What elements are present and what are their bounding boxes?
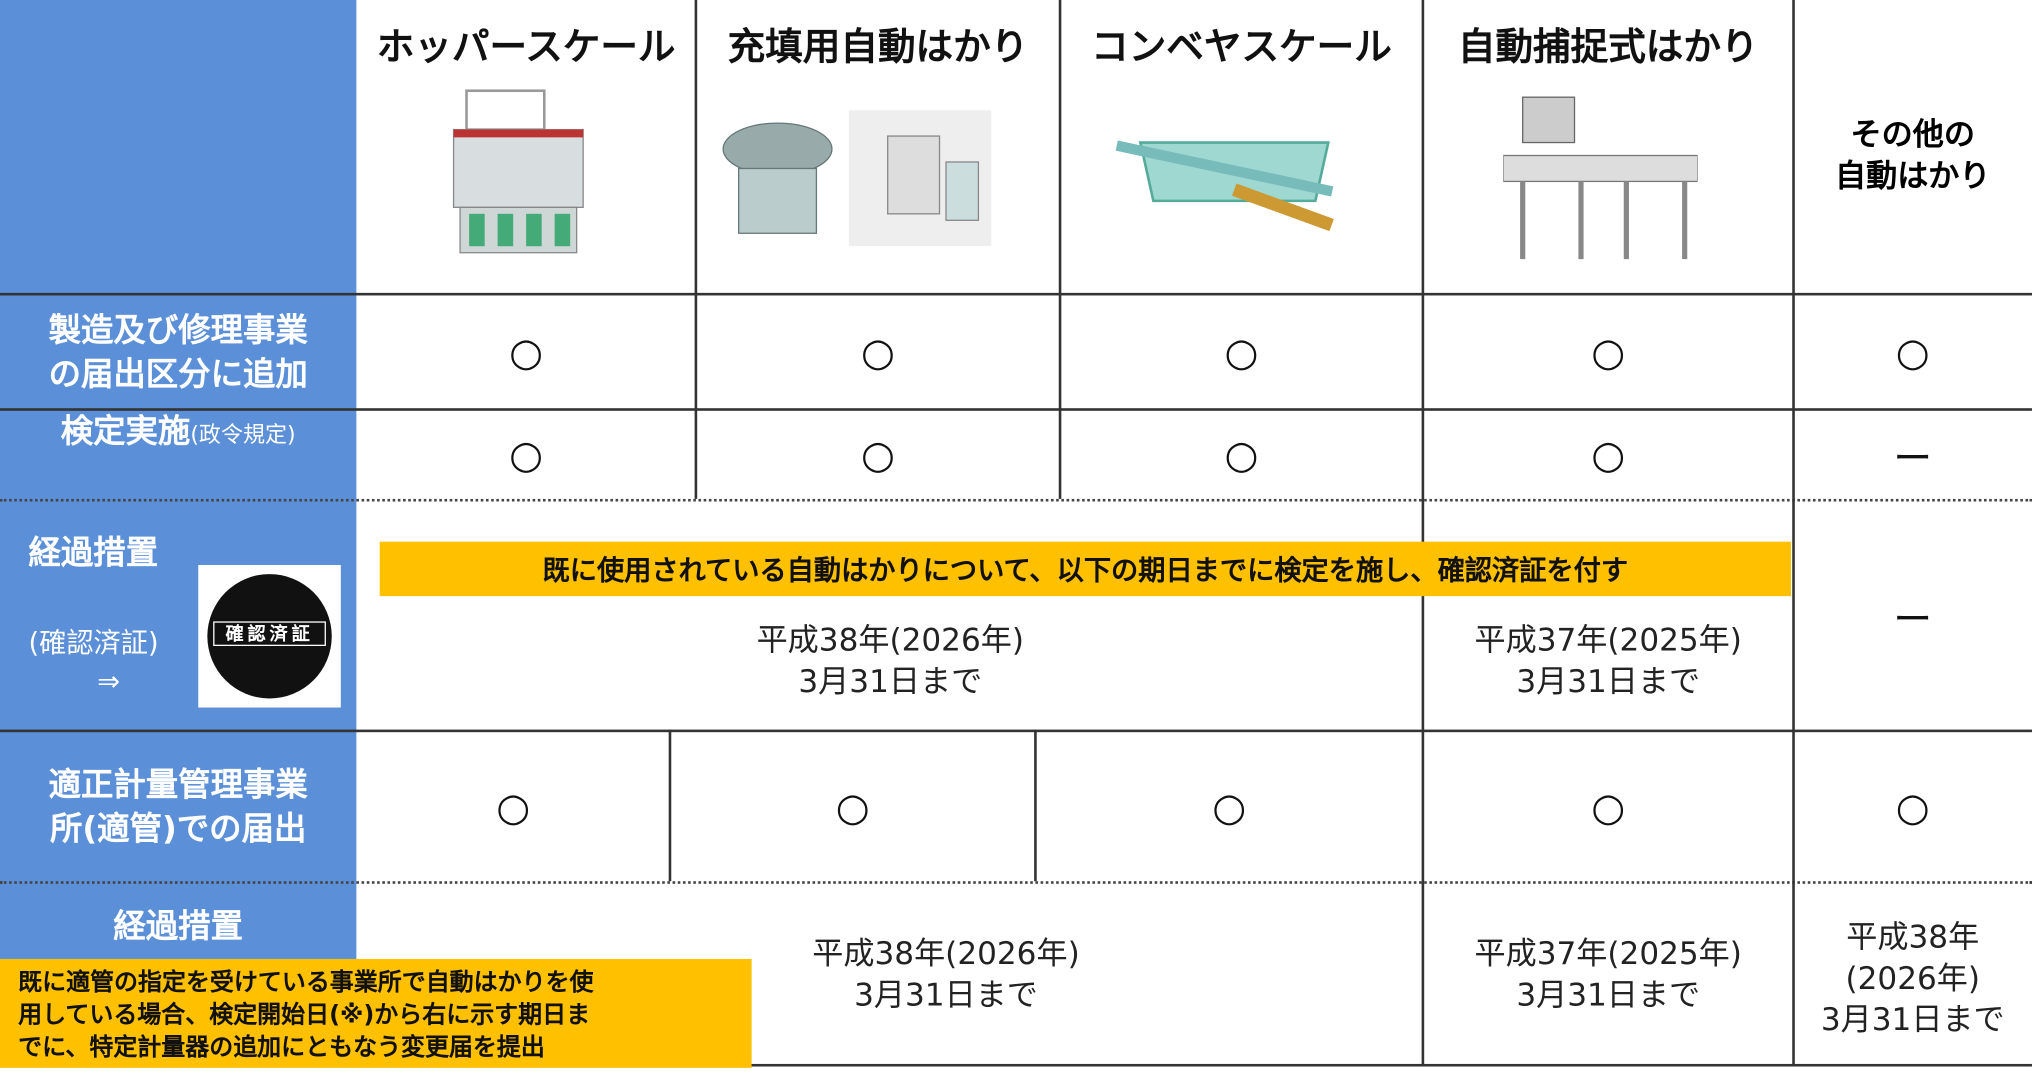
certificate-text: 確認済証 [225,624,314,646]
label-text: 所(適管)での届出 [49,809,307,848]
column-header: ホッパースケール [356,16,696,73]
date-text: 3月31日まで [798,663,983,700]
product-image [1503,96,1698,260]
date-text: 3月31日まで [854,977,1038,1014]
date-cell: 平成38年 (2026年) 3月31日まで [1794,907,2032,1050]
label-text: の届出区分に追加 [48,355,308,393]
label-text: 製造及び修理事業 [48,311,308,349]
cell-symbol: ○ [496,784,531,831]
note-text: 用している場合、検定開始日(※)から右に示す期日ま [18,1001,591,1029]
date-text: 3月31日まで [1516,663,1701,700]
cell-symbol: ○ [1212,784,1247,831]
product-image [1115,140,1334,232]
row-label: 適正計量管理事業 所(適管)での届出 [0,732,356,882]
row-label: 経過措置 [28,533,159,572]
cell-symbol: ○ [1895,329,1930,376]
dotted-line [0,881,2032,884]
row-line [0,408,2032,411]
col-line [694,0,698,499]
date-cell: 平成38年(2026年) 3月31日まで [696,609,1085,713]
cell-symbol: ○ [1591,329,1626,376]
cell-symbol: ○ [1895,784,1930,831]
cell-symbol: ○ [861,432,895,478]
column-header: その他の 自動はかり [1794,104,2032,208]
column-header: コンベヤスケール [1060,16,1423,73]
label-note: (確認済証) [28,627,159,659]
col-line [668,729,672,882]
row-line [0,729,2032,733]
date-text: 平成38年 [1846,918,1980,956]
dotted-line [0,498,2032,502]
date-cell: 平成37年(2025年) 3月31日まで [1423,609,1794,713]
date-cell: 平成37年(2025年) 3月31日まで [1423,923,1794,1027]
col-line [1058,0,1062,499]
cell-symbol: ー [1893,436,1933,483]
date-cell: 平成38年(2026年) 3月31日まで [752,923,1141,1027]
column-header: 充填用自動はかり [696,16,1060,73]
note-text: でに、特定計量器の追加にともなう変更届を提出 [18,1034,545,1062]
cell-symbol: ○ [1591,432,1626,478]
date-text: (2026年) [1845,960,1981,997]
column-header: 自動捕捉式はかり [1423,16,1794,73]
date-text: 平成37年(2025年) [1474,622,1742,659]
col-line [1792,0,1795,1066]
cell-symbol: ○ [1224,432,1259,478]
label-text: 適正計量管理事業 [48,765,308,804]
header-text: その他の [1850,116,1975,153]
certificate-image: 確認済証 [198,565,341,708]
cell-symbol: ○ [509,432,544,478]
date-text: 平成38年(2026年) [756,622,1024,659]
cell-symbol: ○ [1591,784,1626,831]
date-text: 平成38年(2026年) [812,935,1080,972]
cell-symbol: ○ [835,784,870,831]
certificate-seal [207,574,332,699]
date-text: 3月31日まで [1516,977,1701,1014]
date-text: 平成37年(2025年) [1474,935,1742,972]
banner: 既に使用されている自動はかりについて、以下の期日までに検定を施し、確認済証を付す [379,541,1791,597]
header-text: コンベヤスケール [1091,24,1392,69]
cell-symbol: ○ [1224,329,1259,376]
header-text: ホッパースケール [376,24,676,69]
row-line [356,1063,2032,1067]
row-label: 経過措置 [113,907,243,945]
product-image [722,110,992,247]
product-image [452,89,584,254]
header-text: 自動捕捉式はかり [1457,24,1759,69]
row-line [0,292,2032,296]
label-text: 検定実施 [60,412,191,450]
note-text: 既に適管の指定を受けている事業所で自動はかりを使 [18,969,594,997]
header-text: 自動はかり [1834,158,1991,195]
cell-symbol: ○ [861,329,895,376]
label-note: (政令規定) [190,422,296,449]
col-line [1421,0,1425,1066]
row-label: 製造及び修理事業 の届出区分に追加 [0,295,356,409]
note-box: 既に適管の指定を受けている事業所で自動はかりを使 用している場合、検定開始日(※… [0,958,752,1068]
col-line [1034,729,1037,882]
cell-symbol: ー [1893,597,1933,643]
date-text: 3月31日まで [1820,1001,2005,1039]
row-label: 検定実施 (政令規定) [0,410,356,501]
cell-symbol: ○ [509,329,544,376]
header-text: 充填用自動はかり [727,24,1029,69]
arrow: ⇒ [97,666,121,698]
label-column [0,0,357,959]
